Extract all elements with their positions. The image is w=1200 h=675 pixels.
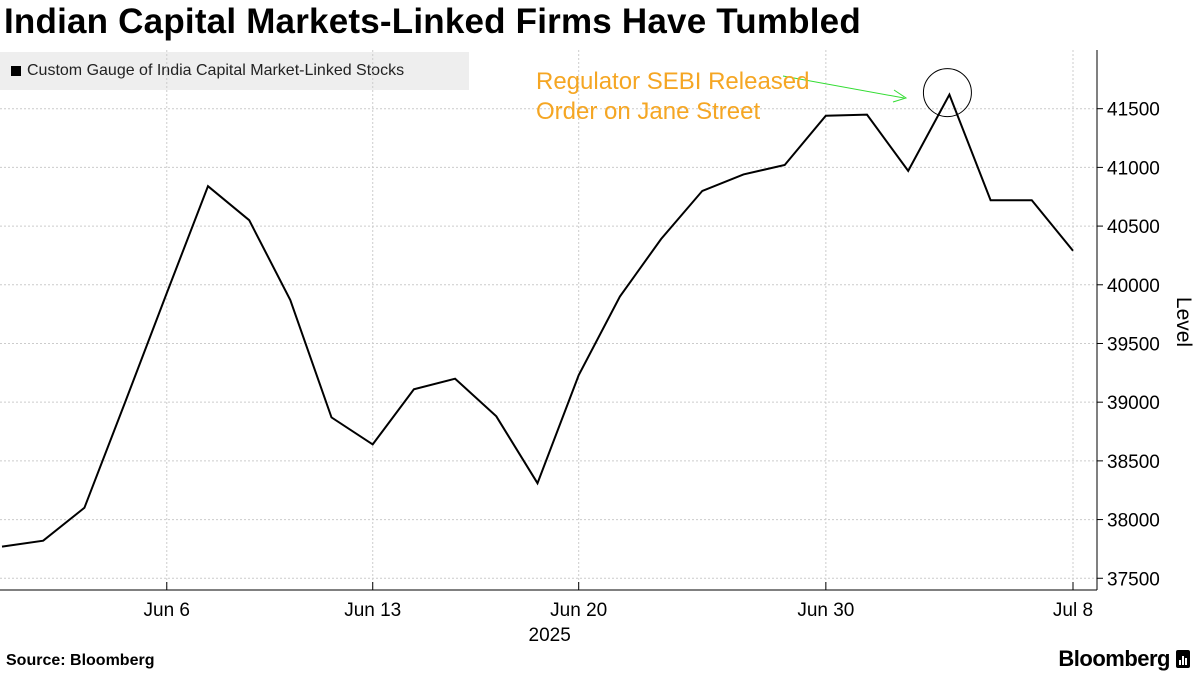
series <box>1 92 1074 548</box>
x-tick-label: Jul 8 <box>1053 600 1093 621</box>
y-tick-label: 37500 <box>1107 569 1160 590</box>
y-tick-label: 38500 <box>1107 452 1160 473</box>
bloomberg-icon <box>1176 650 1190 668</box>
brand-text: Bloomberg <box>1058 646 1170 671</box>
y-tick-label: 41000 <box>1107 158 1160 179</box>
y-tick-label: 38000 <box>1107 511 1160 532</box>
series-line <box>1 92 1074 548</box>
y-tick-label: 40500 <box>1107 217 1160 238</box>
axes: 37500 38000 38500 39000 39500 40000 40500 41000… <box>0 50 1195 646</box>
y-tick-label: 39500 <box>1107 334 1160 355</box>
bloomberg-logo: Bloomberg <box>1058 646 1190 672</box>
x-tick-label: Jun 20 <box>550 600 607 621</box>
legend-swatch <box>11 66 21 76</box>
x-year-label: 2025 <box>529 625 571 646</box>
y-tick-label: 40000 <box>1107 276 1160 297</box>
annotation-text: Order on Jane Street <box>536 98 760 125</box>
annotation-circle <box>922 68 972 118</box>
annotation-text: Regulator SEBI Released <box>536 68 810 95</box>
grid <box>0 50 1097 590</box>
x-tick-label: Jun 6 <box>144 600 190 621</box>
y-tick-label: 41500 <box>1107 100 1160 121</box>
y-axis-label: Level <box>1172 297 1195 347</box>
x-tick-label: Jun 30 <box>797 600 854 621</box>
annotation-arrow-head <box>892 89 908 103</box>
y-tick-label: 39000 <box>1107 393 1160 414</box>
annotation: Regulator SEBI Released Order on Jane Str… <box>536 68 972 125</box>
x-tick-label: Jun 13 <box>344 600 401 621</box>
legend-label: Custom Gauge of India Capital Market-Lin… <box>27 62 405 79</box>
chart-title: Indian Capital Markets-Linked Firms Have… <box>4 2 861 41</box>
source-note: Source: Bloomberg <box>6 652 155 669</box>
annotation-arrow-shaft <box>782 75 905 99</box>
legend: Custom Gauge of India Capital Market-Lin… <box>0 52 469 90</box>
